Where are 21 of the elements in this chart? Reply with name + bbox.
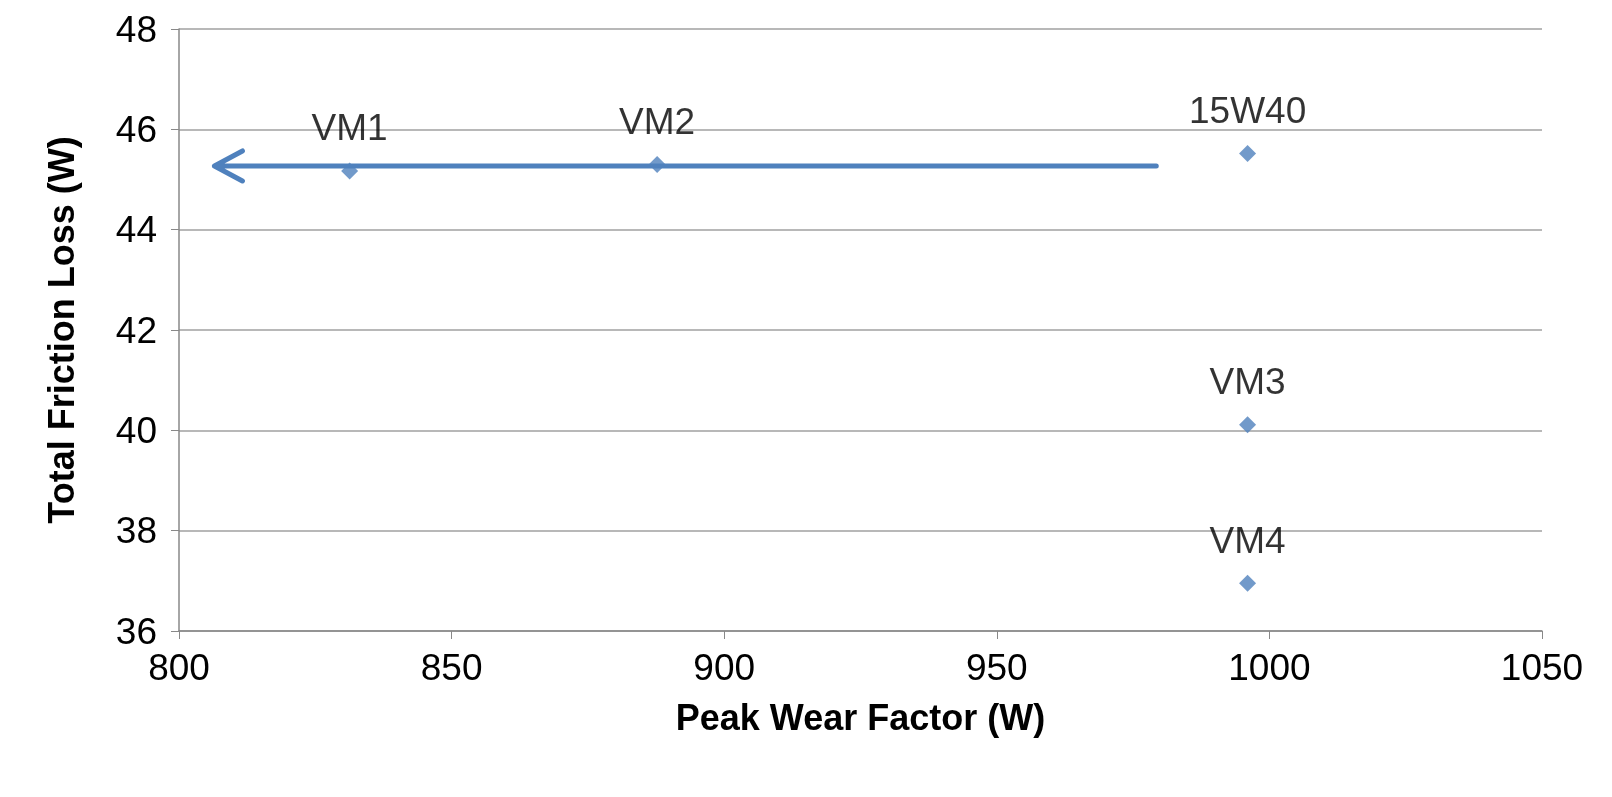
point — [1239, 416, 1257, 434]
y-tick-label: 40 — [115, 409, 157, 451]
x-axis-title: Peak Wear Factor (W) — [675, 696, 1046, 738]
y-axis-title: Total Friction Loss (W) — [40, 136, 82, 524]
data-label: VM1 — [311, 107, 388, 149]
y-tick-label: 46 — [115, 108, 157, 150]
point — [1239, 144, 1257, 162]
x-tick-label: 1050 — [1500, 647, 1584, 688]
x-tick-label: 950 — [965, 647, 1028, 688]
point — [1239, 574, 1257, 592]
y-tick-label: 48 — [115, 8, 157, 50]
x-tick-label: 850 — [420, 647, 483, 688]
data-label: 15W40 — [1188, 89, 1307, 131]
data-label: VM2 — [619, 100, 696, 142]
y-tick-label: 38 — [115, 510, 157, 552]
data-label: VM4 — [1209, 519, 1286, 561]
data-label: VM3 — [1209, 361, 1286, 403]
x-tick-label: 1000 — [1228, 647, 1311, 688]
x-tick-label: 900 — [693, 647, 756, 688]
y-tick-label: 44 — [115, 209, 157, 251]
y-tick-label: 42 — [115, 309, 157, 351]
